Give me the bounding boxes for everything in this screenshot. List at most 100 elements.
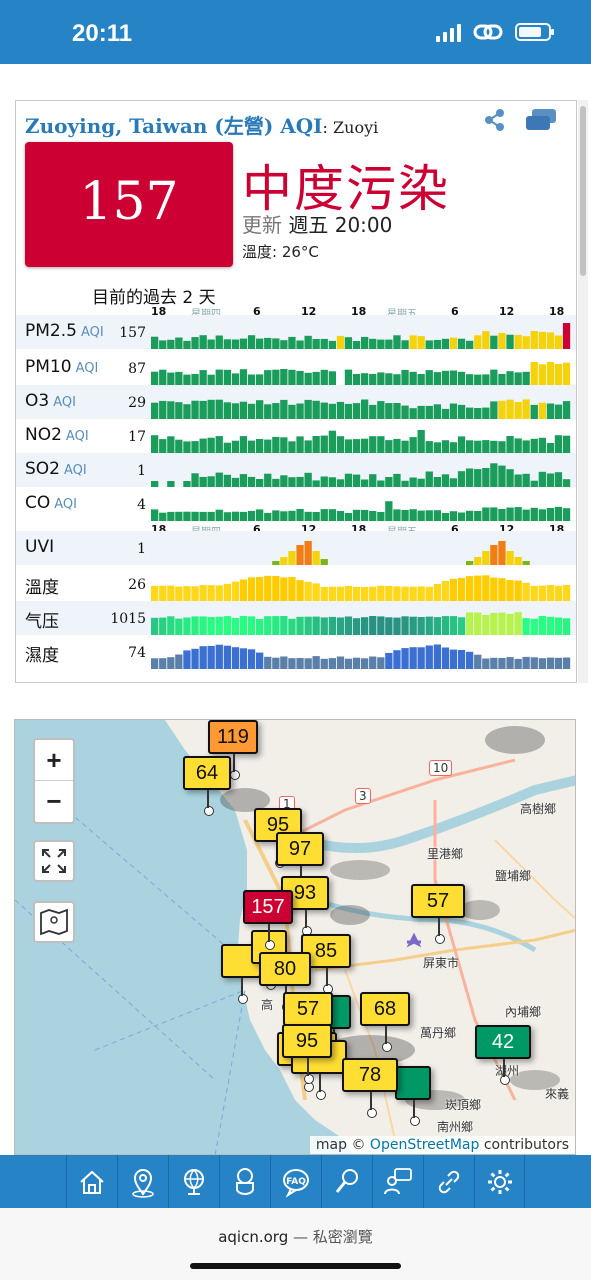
pollutant-row[interactable]: UVI 1 (16, 531, 576, 565)
pollutant-row[interactable]: PM2.5 AQI 157 (16, 315, 576, 349)
sparkline-bar (296, 436, 304, 453)
sparkline-bar (530, 618, 538, 635)
nav-globe-button[interactable] (168, 1155, 219, 1208)
nav-location-button[interactable] (117, 1155, 168, 1208)
pollutant-row[interactable]: O3 AQI 29 (16, 385, 576, 419)
sparkline-bar (312, 512, 320, 521)
sparkline-bar (312, 480, 320, 487)
station-marker[interactable]: 95 (282, 1024, 332, 1084)
pollutant-row[interactable]: CO AQI 4 (16, 487, 576, 521)
sparkline-bar (264, 616, 272, 635)
sparkline-bar (175, 586, 183, 601)
sparkline-bar (256, 338, 264, 349)
sparkline-bar (256, 374, 264, 385)
pollutant-sparkline (151, 575, 571, 601)
battery-icon (515, 23, 554, 41)
sparkline-bar (377, 480, 385, 487)
pollutant-row[interactable]: 气压 1015 (16, 601, 576, 635)
sparkline-bar (280, 511, 288, 521)
pollutant-row[interactable]: 濕度 74 (16, 635, 576, 669)
sparkline-bar (256, 619, 264, 635)
sparkline-bar (482, 468, 490, 487)
sparkline-bar (288, 551, 296, 565)
sparkline-bar (191, 648, 199, 669)
sparkline-bar (336, 401, 345, 419)
pollutant-name: CO AQI (25, 493, 77, 513)
browser-url-bar[interactable]: aqicn.org — 私密瀏覽 (0, 1208, 591, 1280)
pollutant-row[interactable]: 溫度 26 (16, 567, 576, 601)
sparkline-bar (361, 438, 369, 453)
zoom-out-button[interactable]: − (46, 786, 62, 816)
sparkline-bar (457, 371, 466, 385)
nav-home-button[interactable] (66, 1155, 117, 1208)
sparkline-bar (223, 339, 231, 349)
sparkline-bar (231, 511, 240, 521)
sparkline-bar (175, 654, 183, 669)
station-marker[interactable]: 64 (183, 756, 231, 816)
sparkline-bar (401, 340, 409, 349)
sparkline-bar (498, 400, 506, 419)
share-icon[interactable] (481, 107, 507, 133)
station-marker[interactable]: 42 (475, 1025, 531, 1085)
station-marker[interactable]: 119 (208, 720, 258, 780)
sparkline-bar (344, 473, 353, 487)
station-marker[interactable]: 80 (259, 952, 311, 1012)
sparkline-bar (546, 616, 555, 635)
sparkline-bar (167, 481, 175, 487)
nav-link-button[interactable] (423, 1155, 474, 1208)
openstreetmap-link[interactable]: OpenStreetMap (369, 1137, 480, 1153)
station-marker[interactable]: 157 (243, 890, 293, 950)
fullscreen-button[interactable] (33, 840, 75, 882)
pollutant-row[interactable]: NO2 AQI 17 (16, 419, 576, 453)
station-marker[interactable]: 78 (342, 1058, 398, 1118)
station-marker[interactable]: 97 (276, 832, 324, 892)
comments-icon[interactable] (524, 107, 558, 133)
fullscreen-icon (42, 849, 66, 873)
sparkline-bar (498, 541, 506, 565)
nav-faq-button[interactable]: FAQ (270, 1155, 321, 1208)
station-marker[interactable]: 57 (283, 992, 333, 1052)
nav-search-button[interactable] (321, 1155, 372, 1208)
pollutant-sparkline (151, 323, 571, 349)
sparkline-bar (474, 511, 482, 521)
sparkline-bar (506, 334, 514, 349)
pollutant-row[interactable]: SO2 AQI 1 (16, 453, 576, 487)
sparkline-bar (191, 337, 199, 349)
sparkline-bar (231, 647, 240, 669)
pollutant-row[interactable]: PM10 AQI 87 (16, 351, 576, 385)
pollutant-unit: AQI (54, 497, 77, 512)
station-title[interactable]: Zuoying, Taiwan (左營) AQI: Zuoyi (25, 110, 378, 139)
sparkline-bar (562, 585, 571, 601)
home-indicator[interactable] (190, 1263, 401, 1269)
sparkline-bar (530, 507, 538, 521)
nav-gear-button[interactable] (474, 1155, 525, 1208)
sparkline-bar (159, 439, 167, 453)
station-marker[interactable] (395, 1066, 431, 1126)
pollutant-value: 26 (128, 577, 146, 593)
station-marker[interactable]: 57 (411, 884, 465, 944)
update-time: 週五 20:00 (288, 213, 393, 237)
sparkline-bar (417, 647, 425, 669)
sparkline-bar (449, 649, 458, 669)
station-name[interactable]: Zuoying, Taiwan (左營) AQI (25, 114, 323, 138)
sparkline-bar (320, 435, 328, 453)
card-scrollbar[interactable] (578, 100, 588, 683)
aqi-map[interactable]: 高樹鄉 里港鄉 鹽埔鄉 屏東市 內埔鄉 萬丹鄉 湖州 來義 崁頂鄉 南州鄉 高 … (14, 719, 576, 1155)
sparkline-bar (256, 509, 264, 521)
update-line: 更新 週五 20:00 (242, 209, 392, 238)
sparkline-bar (247, 476, 256, 487)
zoom-in-button[interactable]: + (35, 740, 73, 781)
sparkline-bar (417, 510, 425, 521)
sparkline-bar (304, 440, 312, 453)
sparkline-bar (304, 372, 312, 385)
sparkline-bar (336, 511, 345, 521)
map-layers-button[interactable] (33, 901, 75, 943)
sparkline-bar (562, 508, 571, 521)
url-text[interactable]: aqicn.org — 私密瀏覽 (0, 1226, 591, 1247)
nav-mask-button[interactable] (219, 1155, 270, 1208)
station-marker[interactable]: 68 (360, 992, 410, 1052)
pollutant-name: 濕度 (25, 641, 59, 666)
nav-chat-button[interactable] (372, 1155, 423, 1208)
sparkline-bar (207, 339, 215, 349)
temperature-line: 溫度: 26°C (242, 243, 319, 261)
